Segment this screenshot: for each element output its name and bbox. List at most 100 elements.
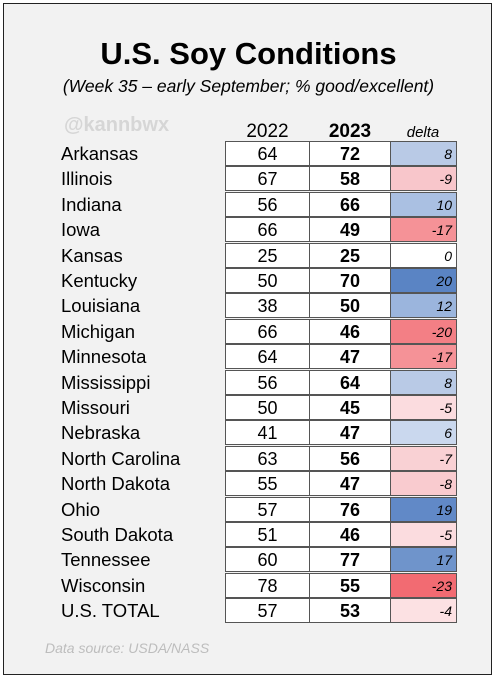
page-title: U.S. Soy Conditions — [100, 36, 397, 71]
value-2022: 66 — [225, 318, 310, 344]
delta-cell: -17 — [390, 344, 457, 370]
delta-cell: 10 — [390, 191, 457, 217]
value-2023: 50 — [309, 293, 391, 319]
delta-cell: -20 — [390, 318, 457, 344]
value-2022: 50 — [225, 268, 310, 293]
value-2022: 55 — [225, 471, 310, 497]
value-2023: 56 — [309, 445, 391, 471]
table-row: Illinois 67 58 -9 — [4, 166, 493, 192]
chart-frame: U.S. Soy Conditions (Week 35 – early Sep… — [3, 3, 492, 675]
value-2023: 53 — [309, 598, 391, 624]
value-2022: 64 — [225, 141, 310, 166]
value-2022: 67 — [225, 166, 310, 192]
value-2022: 38 — [225, 293, 310, 319]
state-name: Iowa — [61, 219, 101, 241]
table-row: Kentucky 50 70 20 — [4, 268, 493, 293]
value-2023: 70 — [309, 268, 391, 293]
delta-cell: -5 — [390, 395, 457, 420]
state-name: Illinois — [61, 168, 113, 190]
delta-cell: 8 — [390, 141, 457, 166]
value-2023: 45 — [309, 395, 391, 420]
table-row: Iowa 66 49 -17 — [4, 217, 493, 243]
state-name: Missouri — [61, 397, 130, 418]
delta-cell: -5 — [390, 522, 457, 547]
value-2023: 66 — [309, 191, 391, 217]
header-2022: 2022 — [246, 121, 289, 142]
value-2022: 63 — [225, 445, 310, 471]
table-row: North Dakota 55 47 -8 — [4, 471, 493, 497]
header-delta: delta — [406, 124, 440, 141]
value-2023: 47 — [309, 344, 391, 370]
table-row: Kansas 25 25 0 — [4, 242, 493, 268]
delta-cell: 20 — [390, 268, 457, 293]
delta-cell: 19 — [390, 496, 457, 522]
table-row: Louisiana 38 50 12 — [4, 293, 493, 319]
state-name: Louisiana — [61, 295, 141, 317]
state-name: Indiana — [61, 193, 122, 215]
value-2023: 49 — [309, 217, 391, 243]
table-row: U.S. TOTAL 57 53 -4 — [4, 598, 493, 624]
state-name: South Dakota — [61, 524, 174, 545]
value-2022: 56 — [225, 191, 310, 217]
table-row: Minnesota 64 47 -17 — [4, 344, 493, 370]
state-name: U.S. TOTAL — [61, 600, 160, 622]
value-2022: 66 — [225, 217, 310, 243]
value-2023: 47 — [309, 420, 391, 446]
delta-cell: -17 — [390, 217, 457, 243]
value-2023: 25 — [309, 242, 391, 268]
state-name: Arkansas — [61, 143, 139, 164]
watermark: @kannbwx — [64, 114, 170, 136]
state-name: Ohio — [61, 498, 101, 520]
delta-cell: -8 — [390, 471, 457, 497]
table-row: Wisconsin 78 55 -23 — [4, 572, 493, 598]
value-2023: 58 — [309, 166, 391, 192]
value-2023: 55 — [309, 572, 391, 598]
page-subtitle: (Week 35 – early September; % good/excel… — [62, 76, 435, 96]
delta-cell: 0 — [390, 242, 457, 268]
delta-cell: -9 — [390, 166, 457, 192]
header-2023: 2023 — [328, 121, 372, 142]
value-2022: 56 — [225, 369, 310, 395]
state-name: Minnesota — [61, 346, 147, 368]
state-name: North Dakota — [61, 473, 170, 495]
delta-cell: 8 — [390, 369, 457, 395]
state-name: North Carolina — [61, 447, 181, 469]
state-name: Kansas — [61, 244, 123, 266]
table-row: North Carolina 63 56 -7 — [4, 445, 493, 471]
value-2023: 72 — [309, 141, 391, 166]
value-2023: 47 — [309, 471, 391, 497]
state-name: Michigan — [61, 320, 136, 342]
table-row: Tennessee 60 77 17 — [4, 547, 493, 573]
table-row: Mississippi 56 64 8 — [4, 369, 493, 395]
value-2023: 77 — [309, 547, 391, 573]
state-name: Tennessee — [61, 549, 151, 571]
value-2022: 41 — [225, 420, 310, 446]
value-2023: 76 — [309, 496, 391, 522]
data-source: Data source: USDA/NASS — [45, 640, 210, 656]
table-row: Missouri 50 45 -5 — [4, 395, 493, 420]
table-row: Arkansas 64 72 8 — [4, 141, 493, 166]
value-2023: 64 — [309, 369, 391, 395]
value-2022: 57 — [225, 496, 310, 522]
table-row: South Dakota 51 46 -5 — [4, 522, 493, 547]
delta-cell: -23 — [390, 572, 457, 598]
state-name: Wisconsin — [61, 574, 146, 596]
value-2022: 64 — [225, 344, 310, 370]
delta-cell: -7 — [390, 445, 457, 471]
state-name: Nebraska — [61, 422, 141, 444]
value-2023: 46 — [309, 318, 391, 344]
state-name: Kentucky — [61, 270, 138, 291]
value-2022: 25 — [225, 242, 310, 268]
table-row: Nebraska 41 47 6 — [4, 420, 493, 446]
delta-cell: 17 — [390, 547, 457, 573]
delta-cell: 12 — [390, 293, 457, 319]
value-2022: 57 — [225, 598, 310, 624]
value-2022: 51 — [225, 522, 310, 547]
table-row: Michigan 66 46 -20 — [4, 318, 493, 344]
value-2022: 78 — [225, 572, 310, 598]
table-row: Indiana 56 66 10 — [4, 191, 493, 217]
value-2022: 60 — [225, 547, 310, 573]
value-2023: 46 — [309, 522, 391, 547]
table-row: Ohio 57 76 19 — [4, 496, 493, 522]
delta-cell: 6 — [390, 420, 457, 446]
